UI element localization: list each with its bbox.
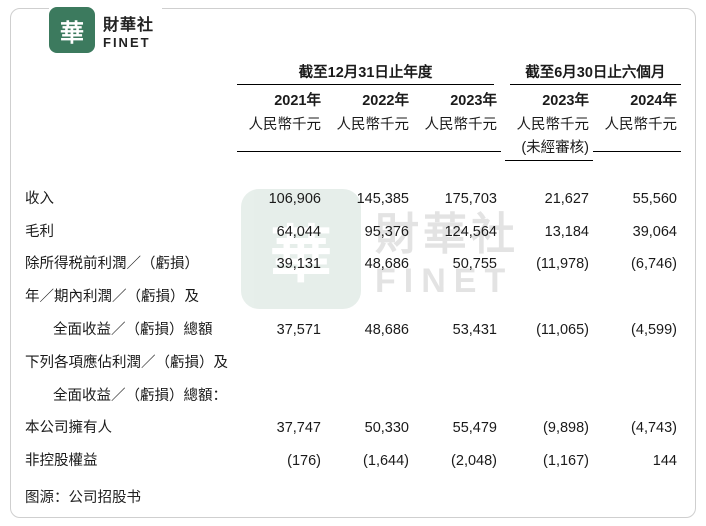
unit-2021: 人民幣千元 <box>237 115 325 135</box>
unit-2023a: 人民幣千元 <box>413 115 501 135</box>
row-label: 全面收益／（虧損）總額： <box>25 386 237 406</box>
row-label: 下列各項應佔利潤／（虧損）及 <box>25 353 237 373</box>
cell: (176) <box>237 451 325 471</box>
table-row: 下列各項應佔利潤／（虧損）及 <box>25 353 681 373</box>
cell: 13,184 <box>505 222 593 242</box>
unaudited-note-text: (未經審核) <box>521 140 589 156</box>
cell: 144 <box>593 451 681 471</box>
row-label: 全面收益／（虧損）總額 <box>25 320 237 340</box>
unit-2024h: 人民幣千元 <box>593 115 681 135</box>
table-row: 非控股權益(176)(1,644)(2,048)(1,167)144 <box>25 451 681 471</box>
brand-logo: 華 財華社 FINET <box>49 7 162 53</box>
cell: 175,703 <box>413 189 501 209</box>
period-group-header: 截至12月31日止年度 截至6月30日止六個月 <box>25 61 681 85</box>
cell: 37,571 <box>237 320 325 340</box>
table-row: 收入106,906145,385175,70321,62755,560 <box>25 189 681 209</box>
cell: 55,479 <box>413 418 501 438</box>
logo-text-cn: 財華社 <box>103 11 154 35</box>
period-group-interim: 截至6月30日止六個月 <box>510 61 681 85</box>
logo-text-en: FINET <box>103 35 154 50</box>
cell: (6,746) <box>593 254 681 274</box>
logo-badge: 華 <box>49 7 95 53</box>
table-row: 年／期內利潤／（虧損）及 <box>25 287 681 307</box>
cell: (9,898) <box>505 418 593 438</box>
cell: (2,048) <box>413 451 501 471</box>
cell: 106,906 <box>237 189 325 209</box>
cell: 21,627 <box>505 189 593 209</box>
unit-2023h: 人民幣千元 <box>505 115 593 135</box>
audit-note-row: (未經審核) <box>25 138 681 161</box>
logo-text: 財華社 FINET <box>103 11 154 50</box>
cell: 53,431 <box>413 320 501 340</box>
table-row: 全面收益／（虧損）總額37,57148,68653,431(11,065)(4,… <box>25 320 681 340</box>
table-row: 本公司擁有人37,74750,33055,479(9,898)(4,743) <box>25 418 681 438</box>
col-year-2021: 2021年 <box>237 91 325 111</box>
table-row: 毛利64,04495,376124,56413,18439,064 <box>25 222 681 242</box>
col-year-2024h: 2024年 <box>593 91 681 111</box>
cell: 124,564 <box>413 222 501 242</box>
unit-2022: 人民幣千元 <box>325 115 413 135</box>
spacer <box>494 61 510 85</box>
col-year-2022: 2022年 <box>325 91 413 111</box>
period-group-annual: 截至12月31日止年度 <box>237 61 494 85</box>
cell: 48,686 <box>325 254 413 274</box>
unaudited-note: (未經審核) <box>505 138 593 161</box>
cell: (11,065) <box>505 320 593 340</box>
cell: 48,686 <box>325 320 413 340</box>
cell: 39,064 <box>593 222 681 242</box>
row-label: 除所得税前利潤／（虧損） <box>25 254 237 274</box>
cell: 145,385 <box>325 189 413 209</box>
cell: (4,743) <box>593 418 681 438</box>
year-row: 2021年 2022年 2023年 2023年 2024年 <box>25 91 681 111</box>
spacer <box>25 61 237 85</box>
spacer <box>593 149 681 152</box>
financial-table: 截至12月31日止年度 截至6月30日止六個月 2021年 2022年 2023… <box>25 61 681 472</box>
cell: 39,131 <box>237 254 325 274</box>
cell: 50,755 <box>413 254 501 274</box>
report-card: 華 財華社 FINET 華 財華社 FINET 截至12月31日止年度 截至6月… <box>10 8 696 518</box>
cell: 64,044 <box>237 222 325 242</box>
cell: 95,376 <box>325 222 413 242</box>
row-label: 非控股權益 <box>25 451 237 471</box>
cell: (11,978) <box>505 254 593 274</box>
cell: (4,599) <box>593 320 681 340</box>
cell: 37,747 <box>237 418 325 438</box>
row-label: 本公司擁有人 <box>25 418 237 438</box>
unit-row: 人民幣千元 人民幣千元 人民幣千元 人民幣千元 人民幣千元 <box>25 115 681 135</box>
cell: 50,330 <box>325 418 413 438</box>
row-label: 收入 <box>25 189 237 209</box>
spacer <box>325 149 413 152</box>
table-body: 收入106,906145,385175,70321,62755,560 毛利64,… <box>25 189 681 472</box>
table-row: 全面收益／（虧損）總額： <box>25 386 681 406</box>
table-row: 除所得税前利潤／（虧損）39,13148,68650,755(11,978)(6… <box>25 254 681 274</box>
row-label: 年／期內利潤／（虧損）及 <box>25 287 237 307</box>
cell: 55,560 <box>593 189 681 209</box>
source-note: 图源：公司招股书 <box>25 486 141 507</box>
cell: (1,167) <box>505 451 593 471</box>
row-label: 毛利 <box>25 222 237 242</box>
col-year-2023a: 2023年 <box>413 91 501 111</box>
col-year-2023h: 2023年 <box>505 91 593 111</box>
spacer <box>237 149 325 152</box>
spacer <box>413 149 501 152</box>
cell: (1,644) <box>325 451 413 471</box>
